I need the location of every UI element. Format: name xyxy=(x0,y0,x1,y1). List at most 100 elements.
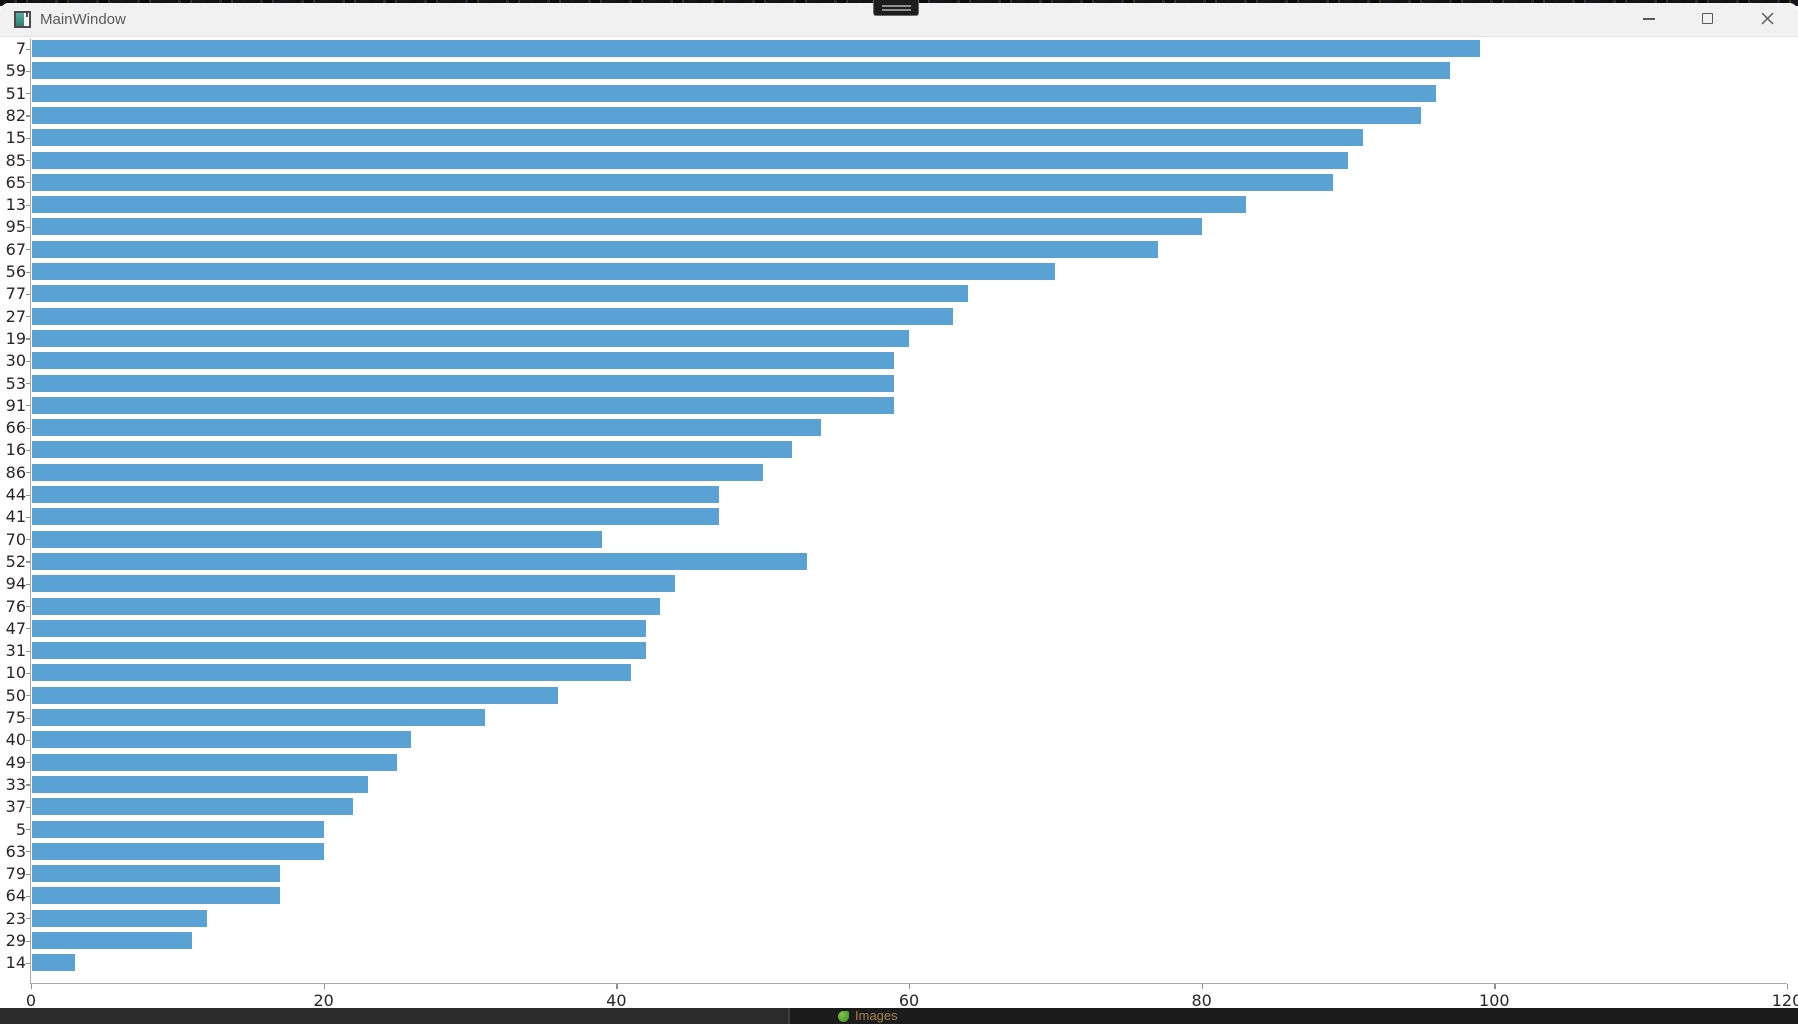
bar xyxy=(32,686,558,704)
y-tick-mark xyxy=(26,316,30,318)
y-tick-label: 33 xyxy=(5,774,26,794)
bar xyxy=(32,530,602,548)
drag-handle-line xyxy=(882,5,911,7)
bar xyxy=(32,196,1246,214)
window-title: MainWindow xyxy=(40,11,126,28)
bar xyxy=(32,597,661,615)
bar xyxy=(32,486,719,503)
y-tick-mark xyxy=(26,249,30,251)
close-button[interactable] xyxy=(1744,3,1790,34)
y-tick-label: 31 xyxy=(5,641,26,661)
y-tick-label: 64 xyxy=(5,886,26,906)
bar xyxy=(32,619,646,637)
app-icon-pane xyxy=(16,13,24,26)
bar xyxy=(32,709,485,726)
y-tick-label: 82 xyxy=(5,105,26,125)
y-tick-mark xyxy=(26,449,30,452)
x-tick-label: 100 xyxy=(1479,991,1510,1008)
y-tick-label: 49 xyxy=(5,752,26,772)
y-tick-label: 16 xyxy=(5,440,26,460)
bar xyxy=(32,731,412,749)
x-tick-mark xyxy=(909,984,911,989)
x-tick-mark xyxy=(616,984,618,989)
bar xyxy=(32,887,280,905)
taskbar-images-label: Images xyxy=(855,1008,898,1023)
y-tick-label: 51 xyxy=(5,83,26,103)
bar xyxy=(32,106,1422,124)
y-tick-mark xyxy=(26,226,30,229)
y-tick-label: 40 xyxy=(5,730,26,750)
y-tick-mark xyxy=(26,940,30,942)
bar xyxy=(32,753,397,771)
y-tick-mark xyxy=(26,93,30,95)
maximize-button[interactable] xyxy=(1684,3,1730,34)
y-tick-label: 30 xyxy=(5,351,26,371)
y-tick-label: 65 xyxy=(5,172,26,192)
y-tick-label: 75 xyxy=(5,708,26,727)
y-tick-label: 59 xyxy=(5,61,26,81)
y-tick-label: 27 xyxy=(5,306,26,326)
y-tick-label: 5 xyxy=(15,819,26,839)
y-tick-label: 79 xyxy=(5,864,26,884)
y-tick-mark xyxy=(26,427,30,429)
bar xyxy=(32,664,631,682)
y-tick-mark xyxy=(26,695,30,697)
y-tick-label: 95 xyxy=(5,217,26,237)
y-tick-mark xyxy=(26,895,30,898)
y-tick-mark xyxy=(26,383,30,385)
y-tick-mark xyxy=(26,472,30,474)
y-tick-label: 76 xyxy=(5,596,26,616)
y-tick-mark xyxy=(26,806,30,808)
y-tick-label: 56 xyxy=(5,262,26,281)
y-tick-mark xyxy=(26,851,30,853)
y-tick-mark xyxy=(26,739,30,741)
bar xyxy=(32,441,792,459)
bar xyxy=(32,84,1436,102)
y-tick-mark xyxy=(26,338,30,340)
y-tick-label: 63 xyxy=(5,841,26,861)
x-tick-mark xyxy=(1494,984,1496,989)
bar xyxy=(32,508,719,526)
bar xyxy=(32,285,968,303)
chart-canvas: 7 59 51 82 15 85 65 13 95 67 56 77 27 19 30 53 91 66 16 86 4… xyxy=(0,39,1798,1008)
bar xyxy=(32,419,822,437)
background-taskbar-segment xyxy=(790,1008,1798,1024)
bar xyxy=(32,820,324,838)
bar xyxy=(32,218,1202,236)
x-tick-label: 120 xyxy=(1771,991,1798,1008)
x-tick-label: 20 xyxy=(313,991,334,1008)
y-tick-mark xyxy=(26,962,30,964)
y-tick-mark xyxy=(26,628,30,630)
leaf-icon xyxy=(838,1011,849,1022)
y-tick-mark xyxy=(26,48,30,50)
bar xyxy=(32,62,1451,80)
y-tick-label: 50 xyxy=(5,685,26,705)
taskbar-divider xyxy=(788,1008,790,1024)
x-tick-mark xyxy=(31,984,33,989)
y-tick-label: 7 xyxy=(15,39,26,58)
bar xyxy=(32,263,1056,280)
x-tick-label: 0 xyxy=(25,991,37,1008)
y-tick-label: 19 xyxy=(5,328,26,348)
y-tick-mark xyxy=(26,516,30,518)
y-tick-mark xyxy=(26,293,30,295)
y-axis-line xyxy=(30,39,32,984)
y-tick-label: 67 xyxy=(5,239,26,259)
y-tick-label: 53 xyxy=(5,373,26,393)
y-tick-label: 41 xyxy=(5,507,26,527)
x-axis-line xyxy=(30,983,1787,985)
y-tick-mark xyxy=(26,271,30,273)
bar xyxy=(32,552,807,570)
bar xyxy=(32,352,895,370)
bar xyxy=(32,842,324,860)
y-tick-label: 15 xyxy=(5,128,26,148)
y-tick-mark xyxy=(26,160,30,162)
y-tick-mark xyxy=(26,494,30,496)
y-tick-mark xyxy=(26,539,30,541)
minimize-button[interactable] xyxy=(1626,3,1672,34)
y-tick-label: 47 xyxy=(5,618,26,638)
minimize-icon xyxy=(1643,17,1655,20)
y-tick-mark xyxy=(26,873,30,875)
tablet-drag-handle[interactable] xyxy=(873,0,919,16)
